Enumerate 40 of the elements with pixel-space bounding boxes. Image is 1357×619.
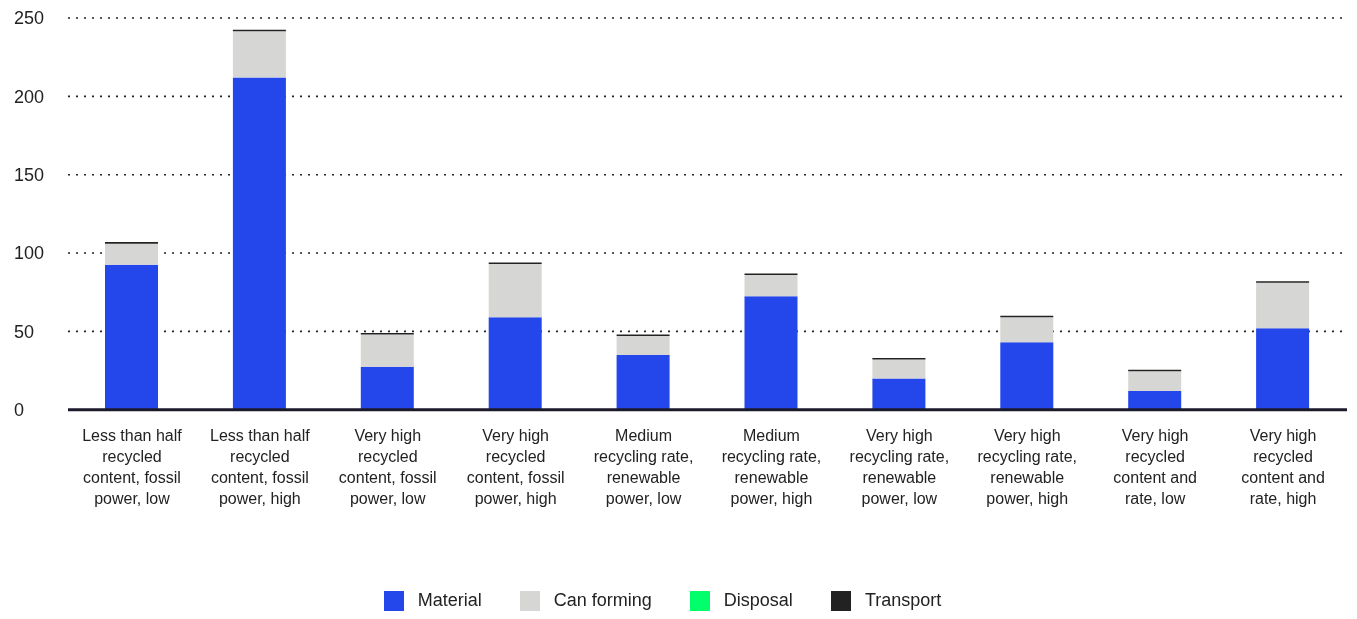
bar bbox=[872, 359, 926, 379]
x-tick-label: Medium recycling rate, renewable power, low bbox=[593, 427, 694, 508]
bar bbox=[616, 354, 670, 410]
y-tick-label: 200 bbox=[14, 86, 45, 107]
bar bbox=[1128, 371, 1182, 391]
legend-label: Disposal bbox=[723, 589, 793, 610]
x-tick-label: Less than half recycled content, fossil power, low bbox=[82, 427, 183, 508]
y-tick-label: 150 bbox=[14, 165, 45, 186]
y-tick-label: 100 bbox=[14, 243, 45, 264]
bar bbox=[488, 317, 542, 410]
y-tick-label: 250 bbox=[14, 8, 45, 29]
x-tick-label: Very high recycled content and rate, low bbox=[1113, 427, 1197, 508]
bar bbox=[232, 77, 286, 410]
bar bbox=[105, 264, 158, 410]
bar bbox=[360, 366, 414, 410]
bar bbox=[872, 378, 926, 410]
bar bbox=[360, 334, 414, 367]
x-tick-label: Very high recycling rate, renewable power, high bbox=[977, 427, 1078, 508]
bar bbox=[1128, 390, 1182, 410]
x-tick-label: Very high recycled content, fossil power, high bbox=[466, 427, 565, 508]
y-tick-label: 0 bbox=[14, 400, 25, 421]
bar bbox=[488, 264, 542, 318]
bar bbox=[1000, 342, 1054, 410]
legend-label: Transport bbox=[864, 589, 942, 610]
bar bbox=[616, 336, 670, 355]
bar bbox=[105, 243, 158, 265]
y-tick-label: 50 bbox=[14, 321, 35, 342]
bar bbox=[744, 296, 798, 410]
bar bbox=[1256, 328, 1310, 410]
x-tick-label: Medium recycling rate, renewable power, high bbox=[721, 427, 822, 508]
bar bbox=[744, 274, 798, 297]
x-tick-label: Very high recycled content and rate, high bbox=[1241, 427, 1325, 508]
x-tick-label: Less than half recycled content, fossil power, high bbox=[210, 427, 311, 508]
legend-label: Can forming bbox=[553, 589, 652, 610]
bar bbox=[1000, 317, 1054, 343]
bar bbox=[1256, 282, 1310, 329]
x-tick-label: Very high recycling rate, renewable power, low bbox=[849, 427, 950, 508]
legend-label: Material bbox=[417, 589, 482, 610]
x-tick-label: Very high recycled content, fossil power, low bbox=[338, 427, 437, 508]
bar bbox=[232, 31, 286, 78]
